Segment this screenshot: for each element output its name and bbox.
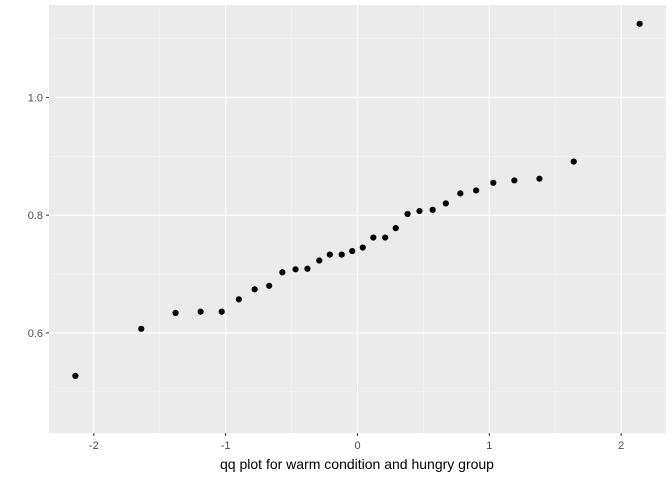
data-point <box>359 244 366 251</box>
data-point <box>457 190 464 197</box>
data-point <box>338 251 345 258</box>
data-point <box>473 187 480 194</box>
data-point <box>266 282 273 289</box>
data-point <box>536 175 543 182</box>
data-point <box>292 266 299 273</box>
data-point <box>349 247 356 255</box>
data-point <box>72 372 79 379</box>
y-axis-ticks: 0.6 0.8 1.0 <box>28 92 49 340</box>
x-tick-label: 1 <box>486 440 492 452</box>
data-point <box>490 179 497 186</box>
data-point <box>218 308 225 315</box>
data-point <box>172 309 179 317</box>
data-point <box>442 200 449 207</box>
data-point <box>251 286 258 293</box>
y-tick-label: 0.6 <box>28 328 43 340</box>
data-point <box>138 325 145 332</box>
x-tick-label: 0 <box>354 440 360 452</box>
data-point <box>197 308 204 315</box>
x-tick-label: -1 <box>221 440 231 452</box>
data-point <box>370 234 377 241</box>
data-point <box>404 210 411 218</box>
x-axis-title: qq plot for warm condition and hungry gr… <box>220 456 494 472</box>
data-point <box>392 225 399 232</box>
data-point <box>511 177 518 184</box>
data-point <box>235 296 242 303</box>
x-tick-label: -2 <box>89 440 99 452</box>
major-gridlines <box>49 5 666 433</box>
data-point <box>326 251 333 258</box>
x-axis-ticks: -2 -1 0 1 2 <box>89 433 624 452</box>
data-point <box>570 158 577 165</box>
data-point <box>304 265 311 272</box>
data-point <box>416 207 423 215</box>
data-point <box>316 257 323 264</box>
data-points <box>72 20 643 379</box>
data-point <box>279 269 286 276</box>
data-point <box>636 20 643 27</box>
x-tick-label: 2 <box>618 440 624 452</box>
y-tick-label: 1.0 <box>28 92 43 104</box>
data-point <box>382 234 389 241</box>
y-tick-label: 0.8 <box>28 210 43 222</box>
data-point <box>429 206 436 213</box>
